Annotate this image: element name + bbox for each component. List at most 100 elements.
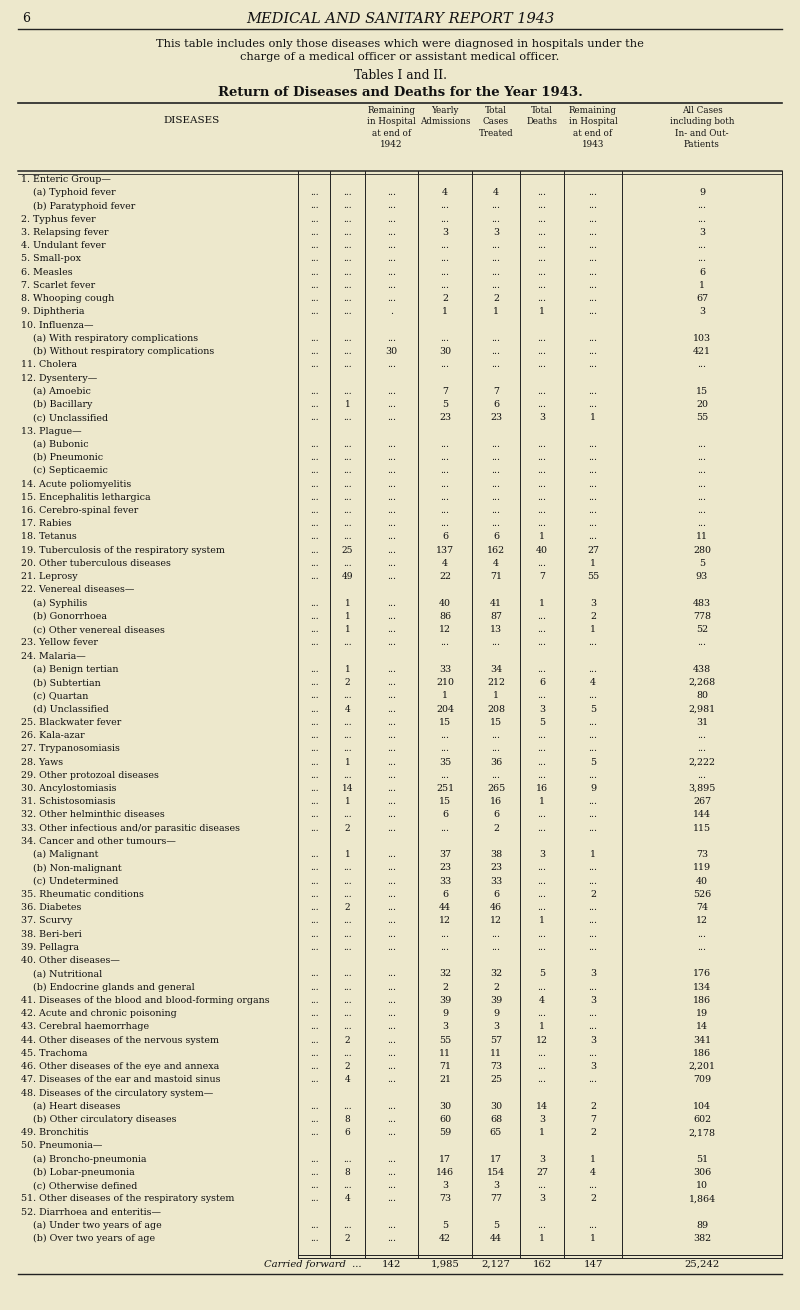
Text: ...: ... (310, 770, 318, 779)
Text: 7. Scarlet fever: 7. Scarlet fever (21, 280, 95, 290)
Text: ...: ... (589, 982, 598, 992)
Text: ...: ... (343, 453, 352, 462)
Text: ...: ... (538, 466, 546, 476)
Text: ...: ... (343, 347, 352, 356)
Text: ...: ... (387, 215, 396, 224)
Text: ...: ... (441, 241, 450, 250)
Text: 146: 146 (436, 1169, 454, 1176)
Text: ...: ... (387, 625, 396, 634)
Text: ...: ... (491, 744, 501, 753)
Text: ...: ... (387, 280, 396, 290)
Text: ...: ... (310, 638, 318, 647)
Text: ...: ... (343, 718, 352, 727)
Text: ...: ... (441, 824, 450, 833)
Text: ...: ... (387, 1154, 396, 1163)
Text: ...: ... (387, 254, 396, 263)
Text: 12: 12 (536, 1035, 548, 1044)
Text: Tables I and II.: Tables I and II. (354, 69, 446, 83)
Text: 2: 2 (493, 982, 499, 992)
Text: 4: 4 (590, 1169, 596, 1176)
Text: ...: ... (343, 1182, 352, 1191)
Text: ...: ... (589, 1022, 598, 1031)
Text: 162: 162 (533, 1260, 551, 1269)
Text: ...: ... (589, 215, 598, 224)
Text: ...: ... (387, 731, 396, 740)
Text: ...: ... (387, 1049, 396, 1057)
Text: 16: 16 (490, 798, 502, 806)
Text: 6. Measles: 6. Measles (21, 267, 73, 276)
Text: (b) Over two years of age: (b) Over two years of age (33, 1234, 155, 1243)
Text: 40. Other diseases—: 40. Other diseases— (21, 956, 120, 965)
Text: ...: ... (387, 360, 396, 369)
Text: 89: 89 (696, 1221, 708, 1230)
Text: ...: ... (441, 453, 450, 462)
Text: ...: ... (387, 850, 396, 859)
Text: ...: ... (441, 479, 450, 489)
Text: ...: ... (698, 744, 706, 753)
Text: ...: ... (310, 1182, 318, 1191)
Text: 147: 147 (583, 1260, 602, 1269)
Text: ...: ... (310, 1169, 318, 1176)
Text: ...: ... (538, 612, 546, 621)
Text: 35. Rheumatic conditions: 35. Rheumatic conditions (21, 889, 144, 899)
Text: 24. Malaria—: 24. Malaria— (21, 651, 86, 660)
Text: ...: ... (343, 519, 352, 528)
Text: ...: ... (310, 267, 318, 276)
Text: 119: 119 (693, 863, 711, 872)
Text: 8: 8 (345, 1169, 350, 1176)
Text: 11: 11 (490, 1049, 502, 1057)
Text: 17: 17 (439, 1154, 451, 1163)
Text: 6: 6 (442, 532, 448, 541)
Text: ...: ... (491, 731, 501, 740)
Text: ...: ... (387, 930, 396, 939)
Text: ...: ... (310, 1035, 318, 1044)
Text: ...: ... (589, 254, 598, 263)
Text: 23. Yellow fever: 23. Yellow fever (21, 638, 98, 647)
Text: ...: ... (538, 280, 546, 290)
Text: ...: ... (387, 572, 396, 582)
Text: 40: 40 (536, 546, 548, 554)
Text: ...: ... (538, 1221, 546, 1230)
Text: ...: ... (387, 943, 396, 952)
Text: (a) With respiratory complications: (a) With respiratory complications (33, 334, 198, 343)
Text: 3: 3 (590, 969, 596, 979)
Text: ...: ... (589, 692, 598, 701)
Text: ...: ... (310, 241, 318, 250)
Text: ...: ... (589, 400, 598, 409)
Text: ...: ... (387, 189, 396, 198)
Text: 47. Diseases of the ear and mastoid sinus: 47. Diseases of the ear and mastoid sinu… (21, 1076, 221, 1085)
Text: ...: ... (538, 506, 546, 515)
Text: (a) Under two years of age: (a) Under two years of age (33, 1221, 162, 1230)
Text: ...: ... (538, 386, 546, 396)
Text: 27: 27 (536, 1169, 548, 1176)
Text: ...: ... (387, 1102, 396, 1111)
Text: 60: 60 (439, 1115, 451, 1124)
Text: 45. Trachoma: 45. Trachoma (21, 1049, 87, 1057)
Text: 32. Other helminthic diseases: 32. Other helminthic diseases (21, 811, 165, 820)
Text: 2: 2 (442, 295, 448, 303)
Text: 11: 11 (439, 1049, 451, 1057)
Text: 13. Plague—: 13. Plague— (21, 427, 82, 435)
Text: ...: ... (343, 889, 352, 899)
Text: ...: ... (343, 440, 352, 449)
Text: (c) Other venereal diseases: (c) Other venereal diseases (33, 625, 165, 634)
Text: ...: ... (589, 1182, 598, 1191)
Text: ...: ... (538, 215, 546, 224)
Text: 42. Acute and chronic poisoning: 42. Acute and chronic poisoning (21, 1009, 177, 1018)
Text: 778: 778 (693, 612, 711, 621)
Text: ...: ... (538, 360, 546, 369)
Text: ...: ... (310, 1195, 318, 1204)
Text: ...: ... (589, 824, 598, 833)
Text: ...: ... (441, 493, 450, 502)
Text: 15. Encephalitis lethargica: 15. Encephalitis lethargica (21, 493, 150, 502)
Text: ...: ... (387, 705, 396, 714)
Text: 115: 115 (693, 824, 711, 833)
Text: ...: ... (589, 744, 598, 753)
Text: 142: 142 (382, 1260, 401, 1269)
Text: 6: 6 (22, 12, 30, 25)
Text: 2,127: 2,127 (482, 1260, 510, 1269)
Text: 251: 251 (436, 783, 454, 793)
Text: ...: ... (589, 466, 598, 476)
Text: 46. Other diseases of the eye and annexa: 46. Other diseases of the eye and annexa (21, 1062, 219, 1072)
Text: 2: 2 (345, 824, 350, 833)
